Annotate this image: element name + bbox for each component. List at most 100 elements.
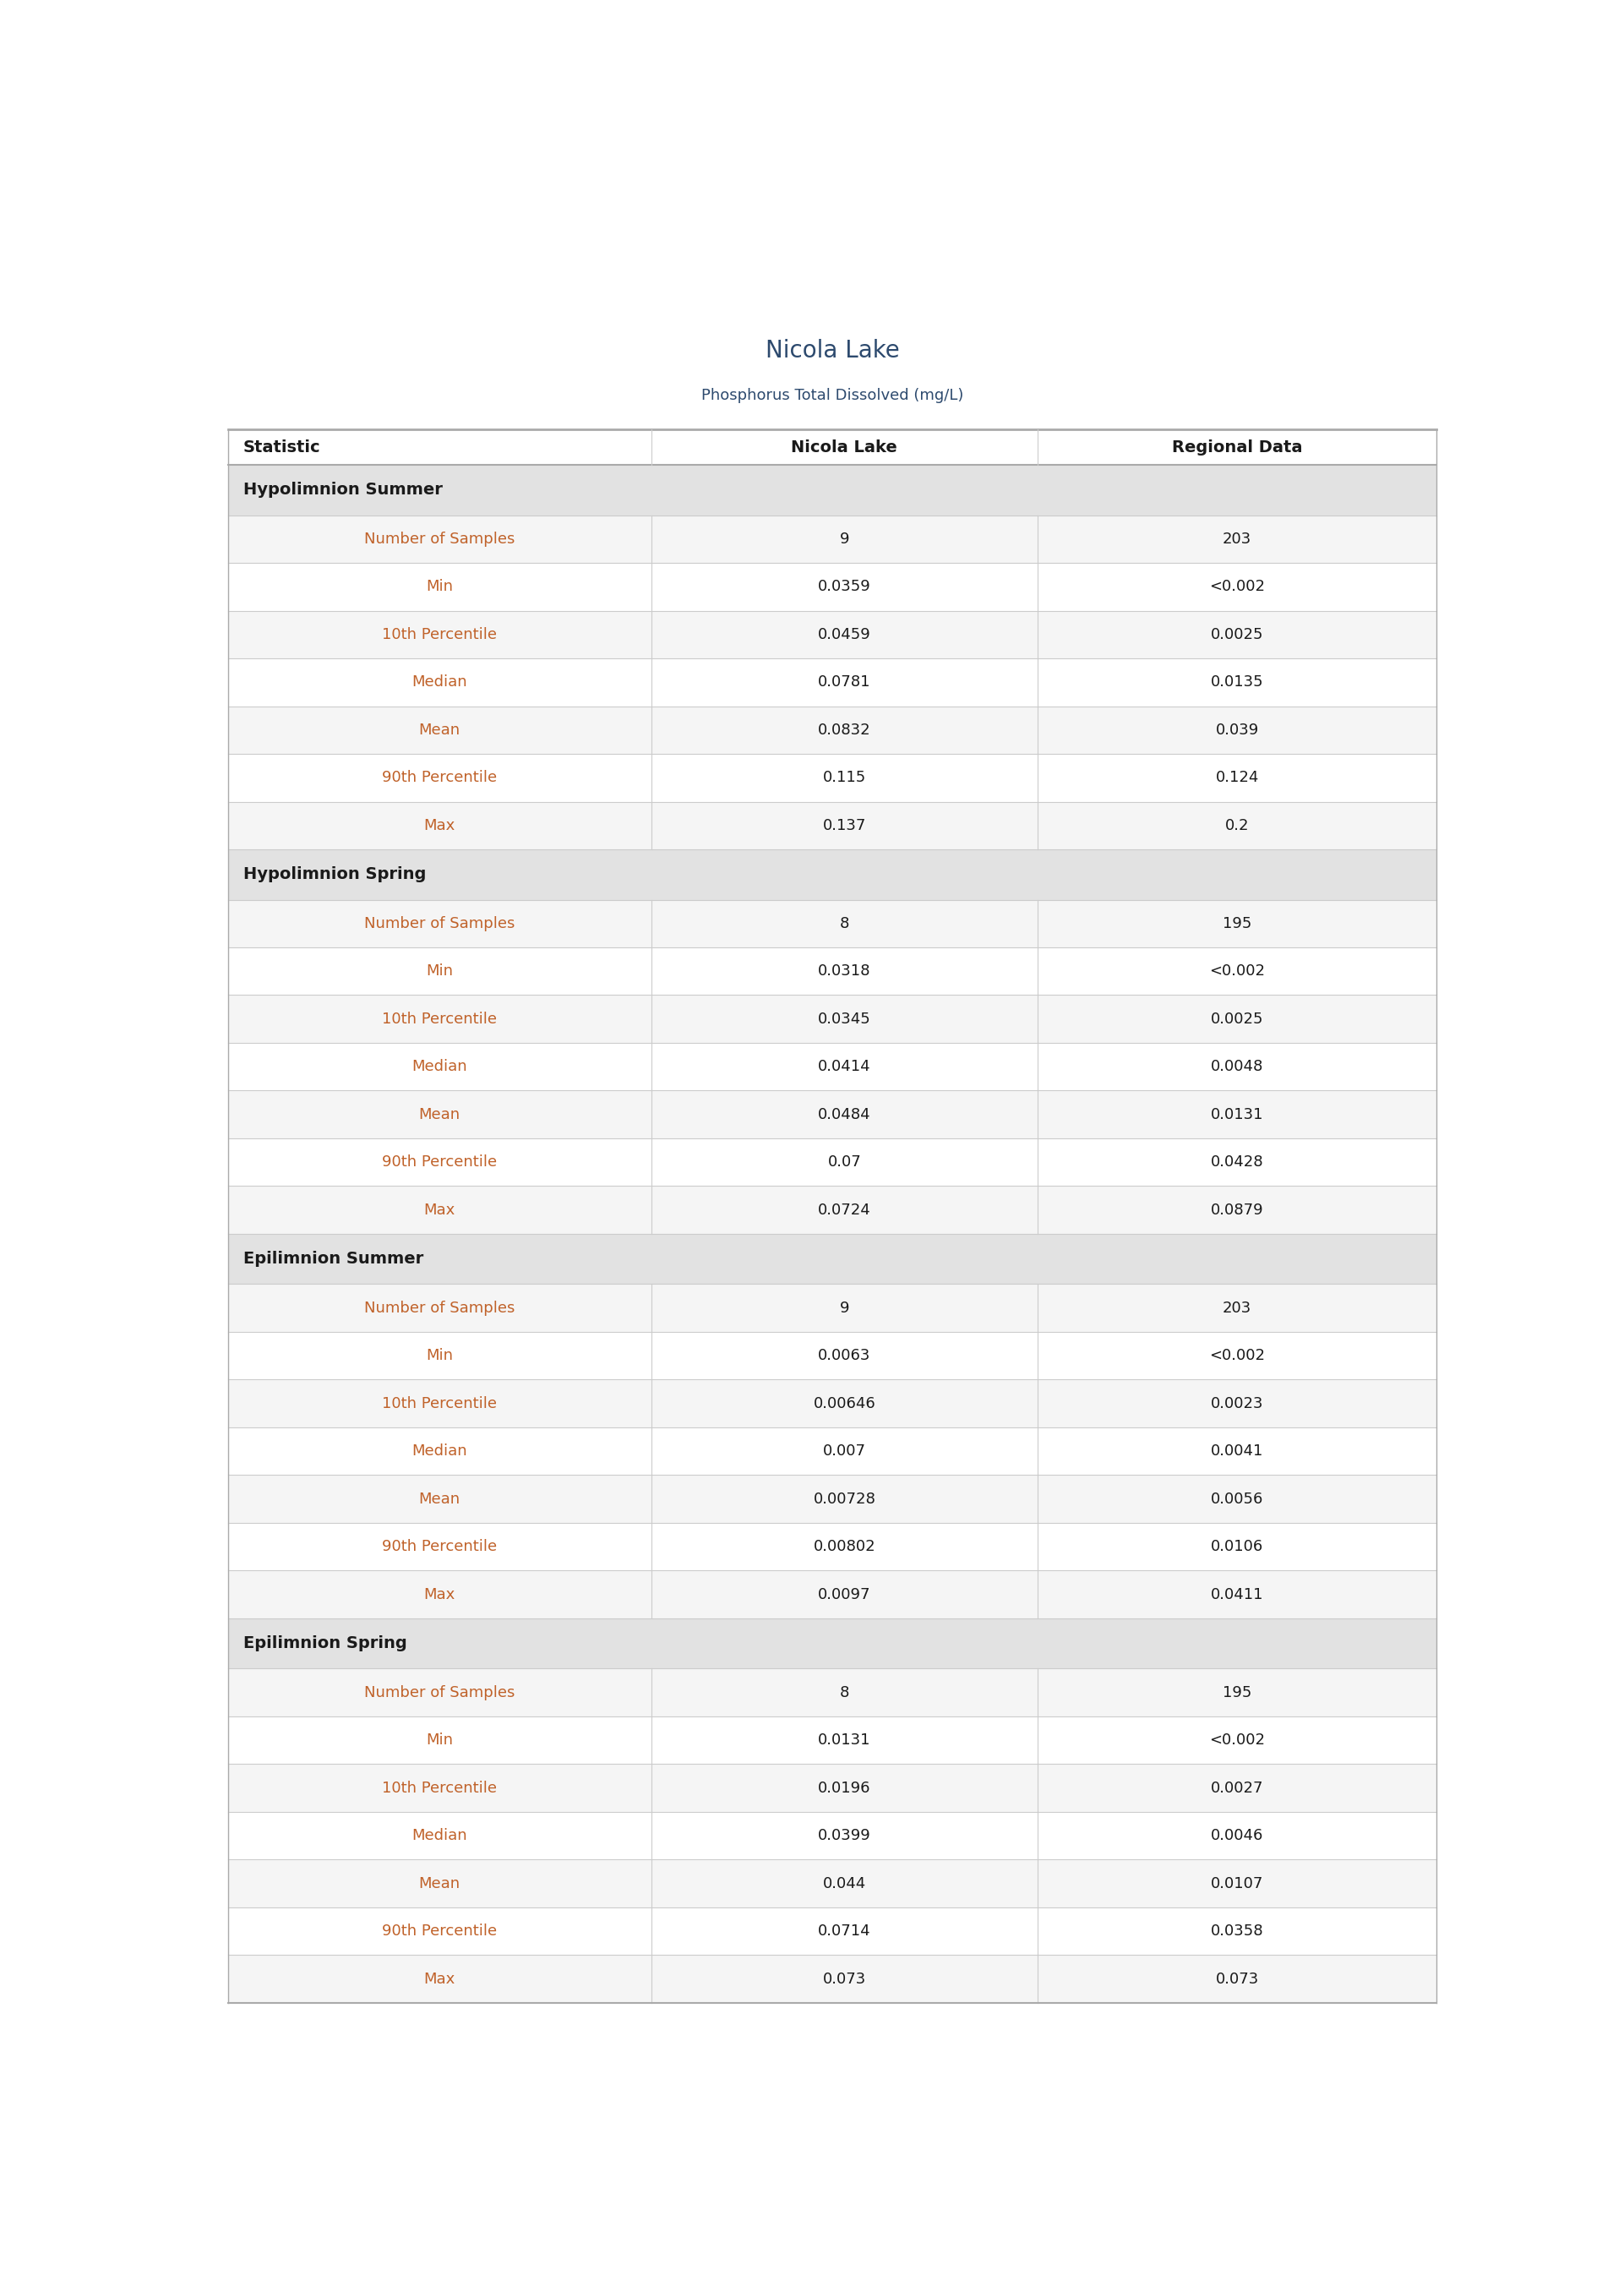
Text: 0.0345: 0.0345 <box>818 1012 870 1026</box>
Text: 0.0135: 0.0135 <box>1210 674 1263 690</box>
Text: 90th Percentile: 90th Percentile <box>382 1155 497 1169</box>
Text: 0.0041: 0.0041 <box>1212 1444 1263 1460</box>
Text: Mean: Mean <box>419 1875 460 1891</box>
Bar <box>227 611 1436 658</box>
Text: 203: 203 <box>1223 1301 1252 1317</box>
Text: 0.073: 0.073 <box>823 1970 866 1986</box>
Text: 0.0359: 0.0359 <box>818 579 870 595</box>
Text: 0.0056: 0.0056 <box>1212 1491 1263 1507</box>
Text: 0.044: 0.044 <box>823 1875 866 1891</box>
Bar <box>227 429 1436 465</box>
Text: 0.0714: 0.0714 <box>818 1923 870 1939</box>
Bar <box>227 994 1436 1042</box>
Text: 0.0063: 0.0063 <box>818 1348 870 1364</box>
Text: 0.039: 0.039 <box>1215 722 1259 738</box>
Text: Median: Median <box>412 1060 468 1074</box>
Text: 0.124: 0.124 <box>1215 770 1259 785</box>
Text: Median: Median <box>412 1827 468 1843</box>
Bar <box>227 1619 1436 1668</box>
Bar <box>227 1716 1436 1764</box>
Text: 0.0781: 0.0781 <box>818 674 870 690</box>
Text: Number of Samples: Number of Samples <box>364 1301 515 1317</box>
Bar <box>227 1764 1436 1811</box>
Text: 8: 8 <box>840 1684 849 1700</box>
Text: 0.115: 0.115 <box>823 770 866 785</box>
Bar <box>227 1090 1436 1137</box>
Text: 0.007: 0.007 <box>823 1444 866 1460</box>
Text: 0.00802: 0.00802 <box>814 1539 875 1555</box>
Text: Number of Samples: Number of Samples <box>364 915 515 931</box>
Text: 0.00646: 0.00646 <box>814 1396 875 1412</box>
Text: 0.0411: 0.0411 <box>1210 1587 1263 1603</box>
Text: 0.0196: 0.0196 <box>818 1780 870 1796</box>
Text: 0.0414: 0.0414 <box>818 1060 870 1074</box>
Bar <box>227 1571 1436 1619</box>
Text: Max: Max <box>424 1203 455 1217</box>
Bar <box>227 899 1436 947</box>
Text: 0.073: 0.073 <box>1215 1970 1259 1986</box>
Bar <box>227 1380 1436 1428</box>
Bar <box>227 1523 1436 1571</box>
Text: Nicola Lake: Nicola Lake <box>765 338 900 363</box>
Bar <box>227 1954 1436 2002</box>
Bar <box>227 1859 1436 1907</box>
Text: 0.0459: 0.0459 <box>818 627 870 642</box>
Text: 0.0484: 0.0484 <box>818 1108 870 1121</box>
Bar <box>227 1042 1436 1090</box>
Text: 0.137: 0.137 <box>823 817 866 833</box>
Text: Epilimnion Summer: Epilimnion Summer <box>244 1251 424 1267</box>
Text: Statistic: Statistic <box>244 440 320 456</box>
Text: Phosphorus Total Dissolved (mg/L): Phosphorus Total Dissolved (mg/L) <box>702 388 963 404</box>
Text: 0.0318: 0.0318 <box>818 965 870 978</box>
Bar <box>227 515 1436 563</box>
Text: Max: Max <box>424 1970 455 1986</box>
Text: 0.0832: 0.0832 <box>818 722 870 738</box>
Text: 90th Percentile: 90th Percentile <box>382 1923 497 1939</box>
Bar <box>227 754 1436 801</box>
Bar <box>227 1476 1436 1523</box>
Text: 203: 203 <box>1223 531 1252 547</box>
Text: Epilimnion Spring: Epilimnion Spring <box>244 1634 408 1653</box>
Text: Min: Min <box>425 965 453 978</box>
Text: Max: Max <box>424 1587 455 1603</box>
Text: 10th Percentile: 10th Percentile <box>382 627 497 642</box>
Bar <box>227 947 1436 994</box>
Bar <box>227 1428 1436 1476</box>
Text: 0.0025: 0.0025 <box>1210 627 1263 642</box>
Text: 0.2: 0.2 <box>1224 817 1249 833</box>
Text: Median: Median <box>412 1444 468 1460</box>
Text: 195: 195 <box>1223 1684 1252 1700</box>
Text: Number of Samples: Number of Samples <box>364 531 515 547</box>
Text: 0.0428: 0.0428 <box>1210 1155 1263 1169</box>
Bar <box>227 563 1436 611</box>
Text: Hypolimnion Summer: Hypolimnion Summer <box>244 481 443 497</box>
Text: 0.0048: 0.0048 <box>1212 1060 1263 1074</box>
Bar <box>227 1235 1436 1285</box>
Bar <box>227 801 1436 849</box>
Text: 9: 9 <box>840 1301 849 1317</box>
Bar <box>227 849 1436 899</box>
Text: 0.0358: 0.0358 <box>1210 1923 1263 1939</box>
Text: Nicola Lake: Nicola Lake <box>791 440 898 456</box>
Text: Max: Max <box>424 817 455 833</box>
Text: 10th Percentile: 10th Percentile <box>382 1396 497 1412</box>
Text: 90th Percentile: 90th Percentile <box>382 770 497 785</box>
Bar <box>227 1285 1436 1332</box>
Text: 9: 9 <box>840 531 849 547</box>
Bar <box>227 1811 1436 1859</box>
Text: 0.0023: 0.0023 <box>1210 1396 1263 1412</box>
Text: 0.0046: 0.0046 <box>1212 1827 1263 1843</box>
Text: 10th Percentile: 10th Percentile <box>382 1780 497 1796</box>
Text: Median: Median <box>412 674 468 690</box>
Text: Min: Min <box>425 1348 453 1364</box>
Text: <0.002: <0.002 <box>1210 1732 1265 1748</box>
Bar <box>227 658 1436 706</box>
Text: 10th Percentile: 10th Percentile <box>382 1012 497 1026</box>
Text: 0.0131: 0.0131 <box>818 1732 870 1748</box>
Text: Min: Min <box>425 579 453 595</box>
Text: 0.0879: 0.0879 <box>1210 1203 1263 1217</box>
Bar <box>227 1187 1436 1235</box>
Bar <box>227 706 1436 754</box>
Text: <0.002: <0.002 <box>1210 579 1265 595</box>
Bar <box>227 1137 1436 1187</box>
